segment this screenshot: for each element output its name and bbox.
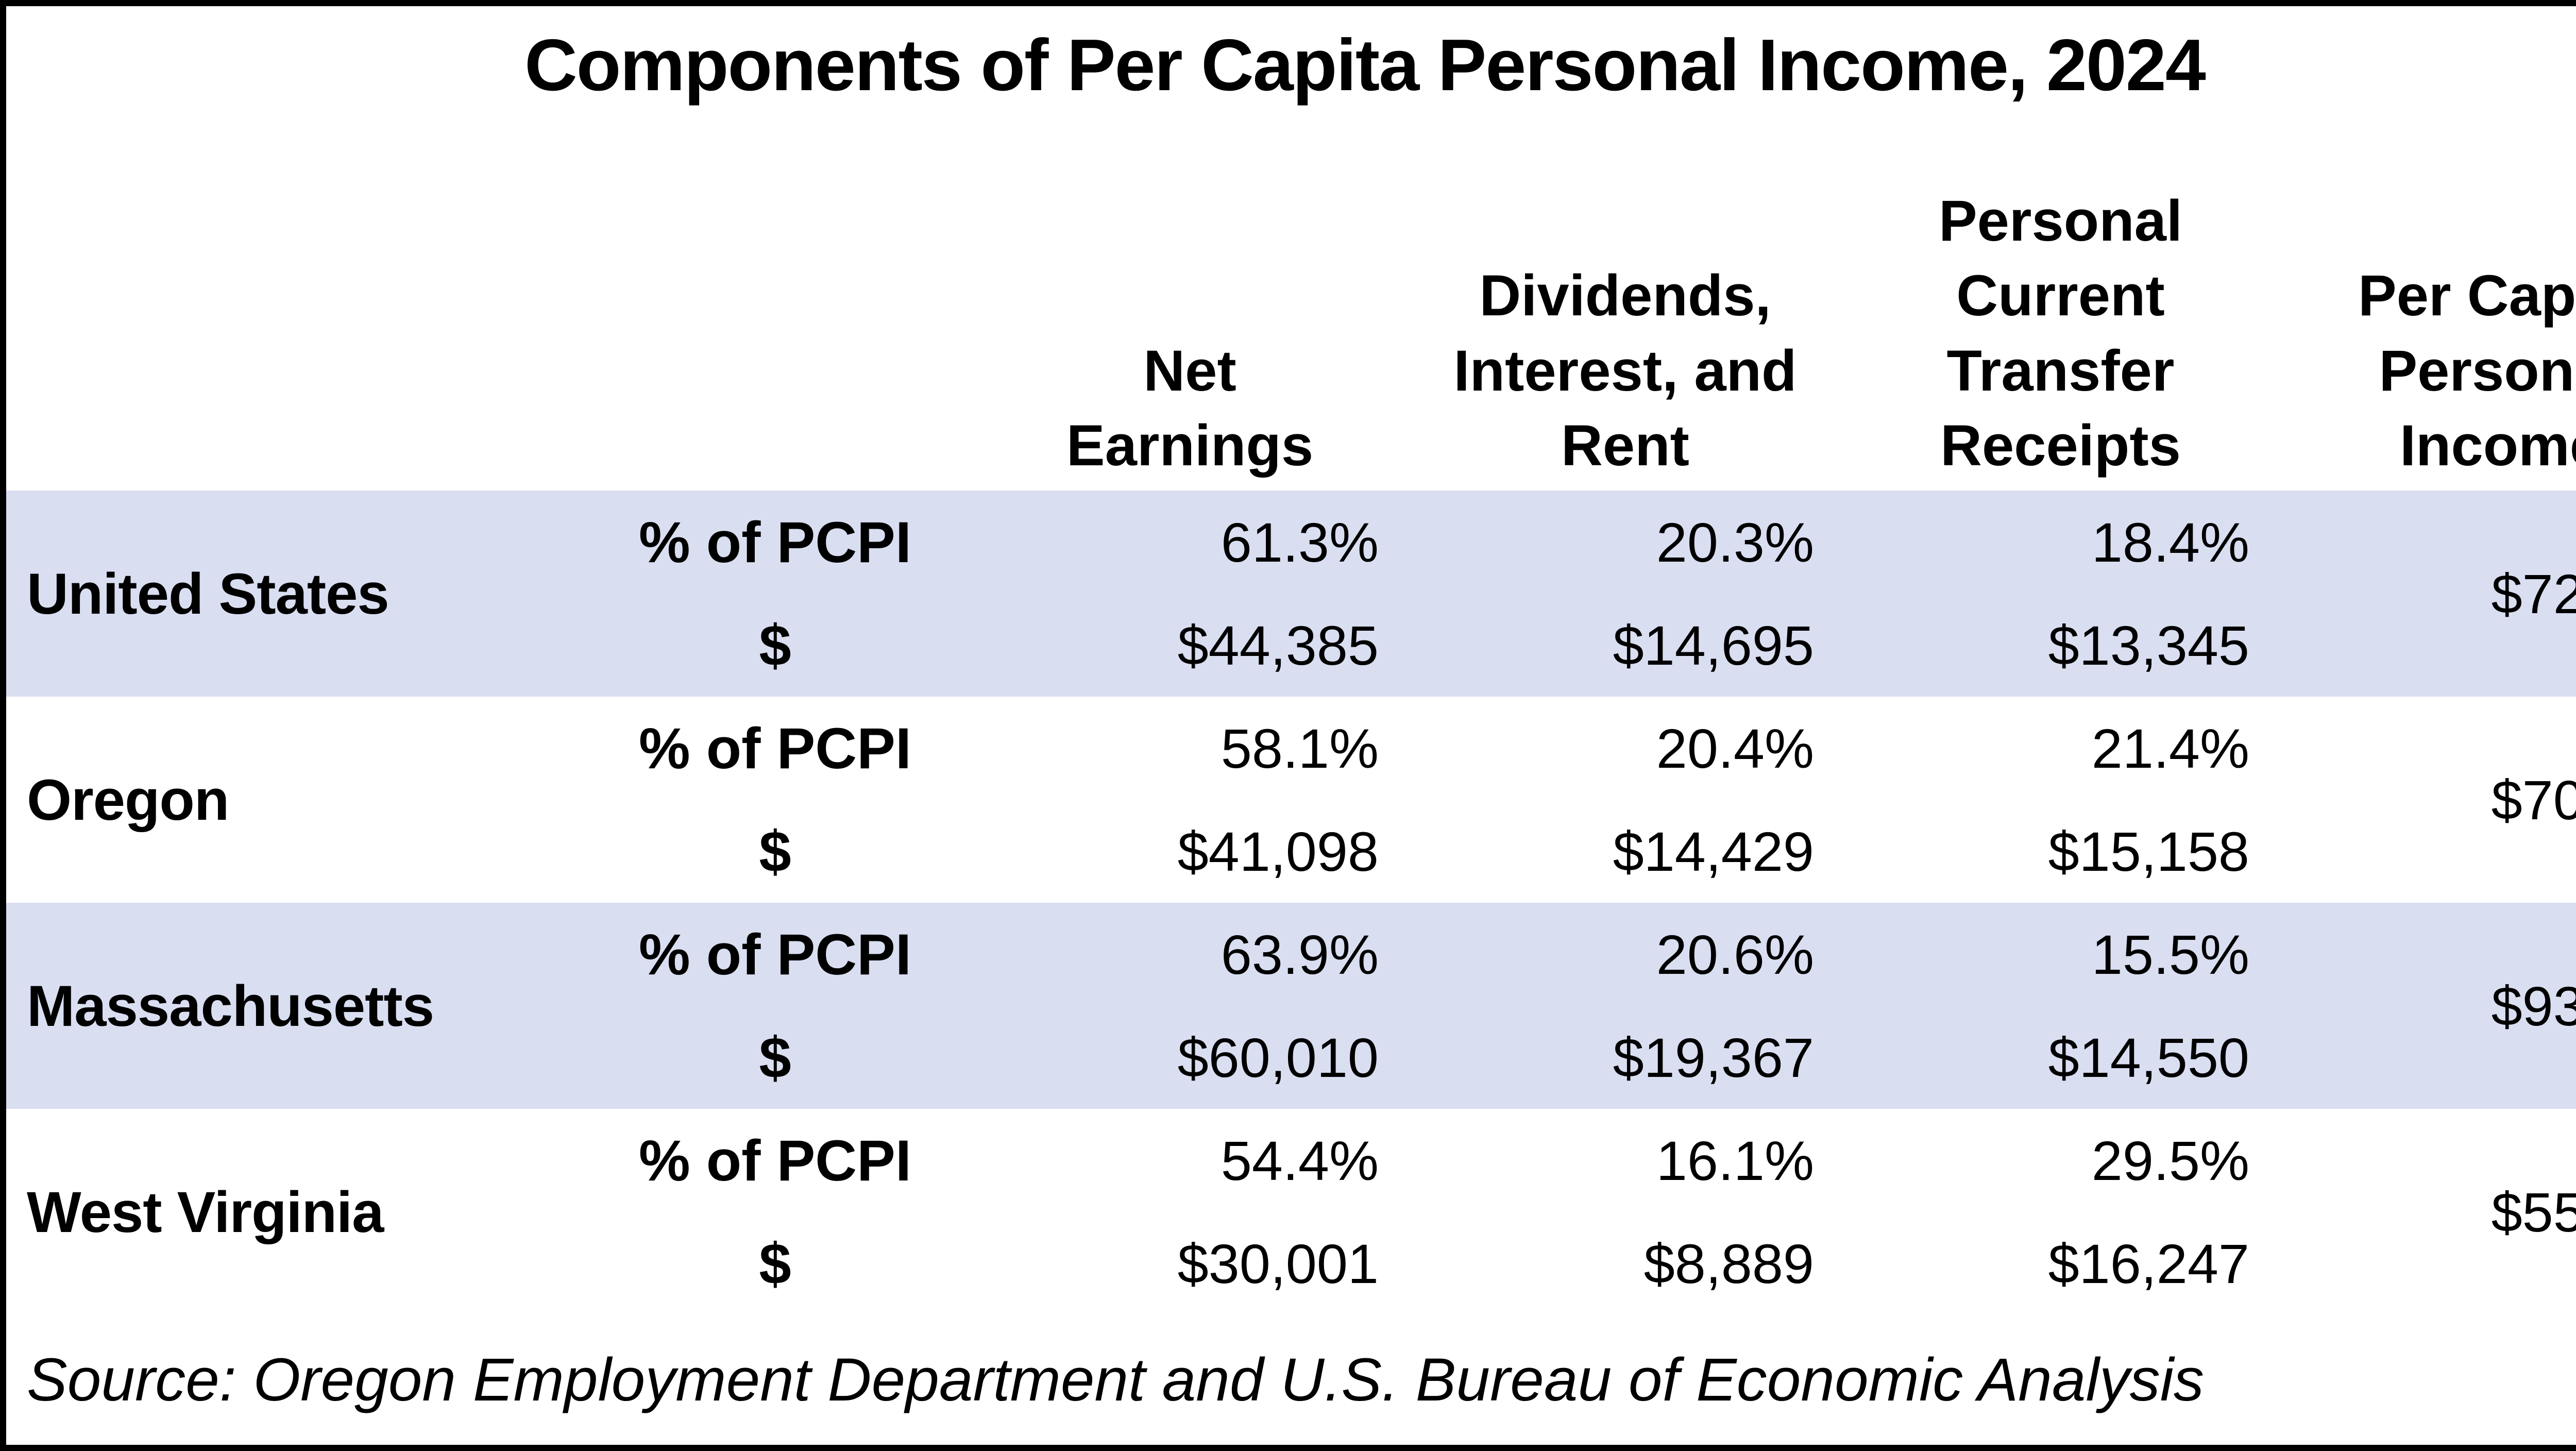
table-row: United States % of PCPI 61.3% 20.3% 18.4… — [6, 491, 2576, 697]
state-cell: West Virginia — [27, 1179, 384, 1244]
pcpi-cell: $55,138 — [2491, 1180, 2576, 1243]
measure-label: $ — [759, 1231, 791, 1296]
measure-label: % of PCPI — [639, 716, 911, 781]
value-cell: 54.4% — [1221, 1129, 1379, 1192]
table-row: West Virginia % of PCPI 54.4% 16.1% 29.5… — [6, 1109, 2576, 1244]
value-cell: $14,695 — [1408, 594, 1843, 697]
column-header-per-capita-personal-income: Per Capita Personal Income — [2358, 263, 2576, 478]
table-row: $ $60,010 $19,367 $14,550 — [6, 1006, 2576, 1109]
measure-label: % of PCPI — [578, 903, 972, 1006]
measure-label: $ — [578, 1006, 972, 1109]
value-cell: 29.5% — [2091, 1129, 2249, 1192]
pcpi-cell: $70,685 — [2491, 768, 2576, 831]
value-cell: $19,367 — [1408, 1006, 1843, 1109]
column-header-net-earnings: Net Earnings — [1066, 338, 1314, 478]
value-cell: $14,429 — [1613, 820, 1814, 883]
value-cell: $8,889 — [1643, 1232, 1814, 1295]
state-band-oregon: Oregon % of PCPI 58.1% 20.4% 21.4% $70,6… — [6, 697, 2576, 903]
pcpi-cell: $93,927 — [2278, 903, 2576, 1109]
value-cell: 20.6% — [1408, 903, 1843, 1006]
table-row: $ $41,098 $14,429 $15,158 — [6, 800, 2576, 903]
source-note: Source: Oregon Employment Department and… — [27, 1346, 2204, 1414]
table-title: Components of Per Capita Personal Income… — [524, 24, 2206, 106]
state-band-united-states: United States % of PCPI 61.3% 20.3% 18.4… — [6, 491, 2576, 697]
measure-label: $ — [759, 819, 791, 884]
pcpi-cell: $72,425 — [2278, 491, 2576, 697]
value-cell: $41,098 — [1177, 820, 1379, 883]
column-header-transfer-receipts: Personal Current Transfer Receipts — [1938, 188, 2183, 478]
value-cell: 16.1% — [1656, 1129, 1814, 1192]
value-cell: 21.4% — [2091, 717, 2249, 780]
header-row: Net Earnings Dividends, Interest, and Re… — [6, 125, 2576, 491]
table-row: $ $30,001 $8,889 $16,247 — [6, 1212, 2576, 1315]
value-cell: $30,001 — [1177, 1232, 1379, 1295]
header-spacer — [6, 125, 972, 491]
value-cell: 58.1% — [1221, 717, 1379, 780]
table-row: Oregon % of PCPI 58.1% 20.4% 21.4% $70,6… — [6, 697, 2576, 832]
data-table: Net Earnings Dividends, Interest, and Re… — [6, 125, 2576, 1315]
value-cell: $16,247 — [2048, 1232, 2249, 1295]
state-band-massachusetts: Massachusetts % of PCPI 63.9% 20.6% 15.5… — [6, 903, 2576, 1109]
value-cell: 20.4% — [1656, 717, 1814, 780]
value-cell: $60,010 — [972, 1006, 1408, 1109]
state-band-west-virginia: West Virginia % of PCPI 54.4% 16.1% 29.5… — [6, 1109, 2576, 1315]
value-cell: $15,158 — [2048, 820, 2249, 883]
value-cell: 20.3% — [1408, 491, 1843, 594]
value-cell: $14,550 — [1843, 1006, 2278, 1109]
value-cell: 63.9% — [972, 903, 1408, 1006]
value-cell: 15.5% — [1843, 903, 2278, 1006]
state-cell: United States — [6, 491, 578, 697]
column-header-dividends-interest-rent: Dividends, Interest, and Rent — [1453, 263, 1797, 478]
state-cell: Oregon — [27, 767, 229, 832]
measure-label: % of PCPI — [639, 1128, 911, 1193]
value-cell: 61.3% — [972, 491, 1408, 594]
measure-label: $ — [578, 594, 972, 697]
measure-label: % of PCPI — [578, 491, 972, 594]
value-cell: $13,345 — [1843, 594, 2278, 697]
table-row: Massachusetts % of PCPI 63.9% 20.6% 15.5… — [6, 903, 2576, 1109]
value-cell: 18.4% — [1843, 491, 2278, 594]
state-cell: Massachusetts — [6, 903, 578, 1109]
value-cell: $44,385 — [972, 594, 1408, 697]
table-row: $ $44,385 $14,695 $13,345 — [6, 594, 2576, 697]
